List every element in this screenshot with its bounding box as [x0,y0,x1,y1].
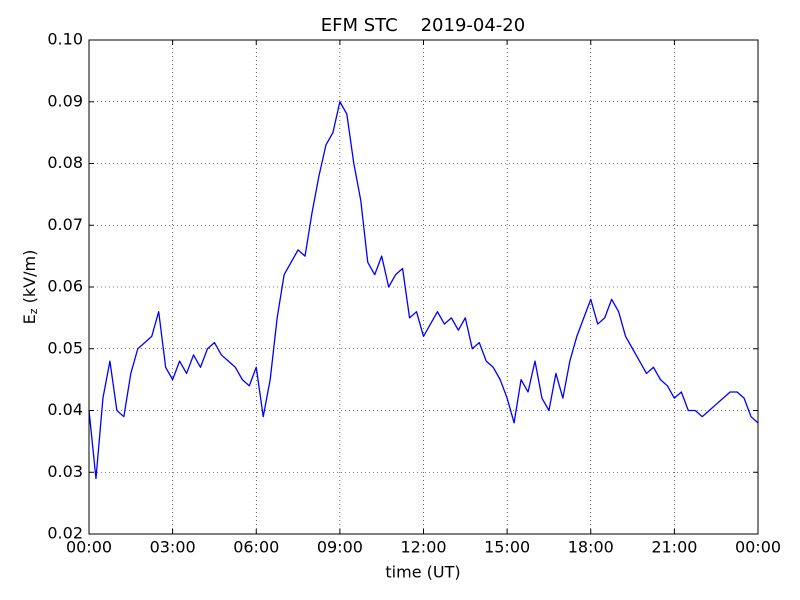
y-tick-label: 0.07 [47,215,83,234]
x-axis-label: time (UT) [385,563,460,582]
x-tick-label: 03:00 [150,538,196,557]
y-tick-label: 0.10 [47,30,83,49]
y-tick-label: 0.02 [47,524,83,543]
x-tick-label: 09:00 [317,538,363,557]
data-line [88,101,759,480]
y-tick-label: 0.09 [47,91,83,110]
y-label-sub: z [27,308,40,314]
y-tick-label: 0.03 [47,462,83,481]
x-tick-label: 06:00 [233,538,279,557]
y-tick-label: 0.04 [47,400,83,419]
x-tick-label: 00:00 [735,538,781,557]
plot-frame [88,39,759,535]
x-tick-label: 21:00 [651,538,697,557]
y-label-unit: (kV/m) [20,250,39,309]
y-tick-label: 0.06 [47,277,83,296]
x-tick-label: 15:00 [484,538,530,557]
x-tick-label: 18:00 [568,538,614,557]
y-tick-label: 0.05 [47,338,83,357]
y-label-main: E [20,314,39,324]
x-tick-label: 12:00 [400,538,446,557]
y-tick-label: 0.08 [47,153,83,172]
x-tick-label: 00:00 [66,538,112,557]
chart-title: EFM STC 2019-04-20 [321,15,525,36]
y-axis-label: Ez (kV/m) [20,250,41,325]
